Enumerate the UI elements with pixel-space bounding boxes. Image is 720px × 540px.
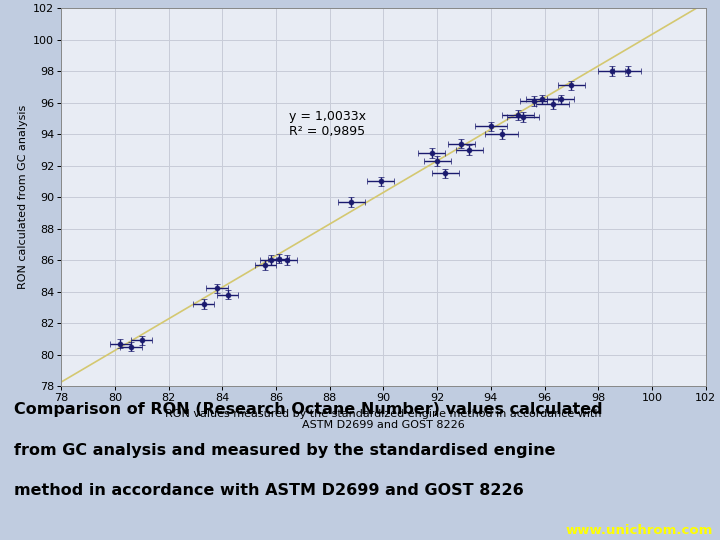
Text: Comparison of RON (Research Octane Number) values calculated: Comparison of RON (Research Octane Numbe… xyxy=(14,402,603,417)
X-axis label: RON values measured by the standardized engine method in accordance with
ASTM D2: RON values measured by the standardized … xyxy=(165,409,602,430)
Text: method in accordance with ASTM D2699 and GOST 8226: method in accordance with ASTM D2699 and… xyxy=(14,483,524,498)
Text: from GC analysis and measured by the standardised engine: from GC analysis and measured by the sta… xyxy=(14,443,556,458)
Y-axis label: RON calculated from GC analysis: RON calculated from GC analysis xyxy=(17,105,27,289)
Text: www.unichrom.com: www.unichrom.com xyxy=(565,524,713,537)
Text: y = 1,0033x
R² = 0,9895: y = 1,0033x R² = 0,9895 xyxy=(289,111,366,138)
